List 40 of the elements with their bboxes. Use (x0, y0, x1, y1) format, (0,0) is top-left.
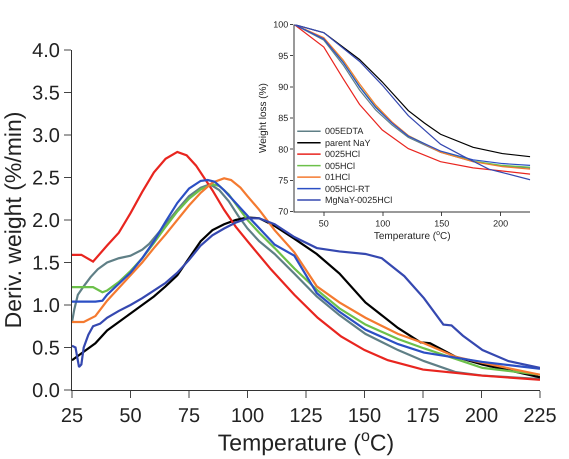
x-tick-label: 150 (348, 405, 382, 428)
y-tick-label: 0.0 (32, 380, 60, 402)
x-tick-label: 25 (60, 405, 84, 428)
y-tick-label: 1.5 (32, 252, 60, 274)
y-tick-label: 85 (278, 113, 288, 124)
x-tick-label: 125 (289, 405, 323, 428)
x-tick-label: 50 (318, 218, 329, 229)
y-tick-label: 1.0 (32, 294, 60, 317)
legend-label: 005HCl (325, 161, 356, 171)
y-tick-label: 100 (273, 20, 288, 30)
y-tick-label: 90 (278, 82, 288, 92)
y-axis-title: Deriv. weight (%/min) (0, 112, 26, 328)
x-tick-label: 225 (523, 405, 557, 428)
legend-label: parent NaY (325, 138, 371, 148)
y-tick-label: 2.5 (32, 167, 60, 190)
x-tick-label: 200 (464, 405, 498, 428)
y-tick-label: 3.0 (32, 124, 60, 147)
y-axis-title: Weight loss (%) (258, 83, 270, 153)
y-tick-label: 95 (278, 50, 288, 61)
y-tick-label: 4.0 (32, 40, 60, 62)
y-tick-label: 3.5 (32, 82, 60, 104)
y-tick-label: 80 (278, 144, 288, 154)
x-tick-label: 175 (406, 405, 440, 428)
legend-label: 01HCl (325, 172, 350, 182)
legend-label: MgNaY-0025HCl (325, 195, 392, 205)
y-tick-label: 0.5 (32, 338, 60, 360)
y-tick-label: 2.0 (32, 210, 60, 232)
y-tick-label: 75 (278, 176, 288, 186)
x-axis-title: Temperature ($^{o}$C) (218, 427, 394, 456)
x-tick-label: 50 (119, 405, 142, 428)
x-tick-label: 150 (434, 218, 450, 229)
legend-label: 005HCl-RT (325, 184, 370, 194)
x-tick-label: 200 (493, 218, 508, 229)
x-tick-label: 100 (375, 218, 390, 229)
x-axis-title: Temperature ($^{o}$C) (374, 230, 451, 242)
x-tick-label: 75 (178, 405, 200, 428)
legend-label: 0025HCl (325, 149, 360, 159)
y-tick-label: 70 (278, 206, 288, 217)
x-tick-label: 100 (230, 405, 264, 428)
legend-label: 005EDTA (325, 126, 364, 136)
